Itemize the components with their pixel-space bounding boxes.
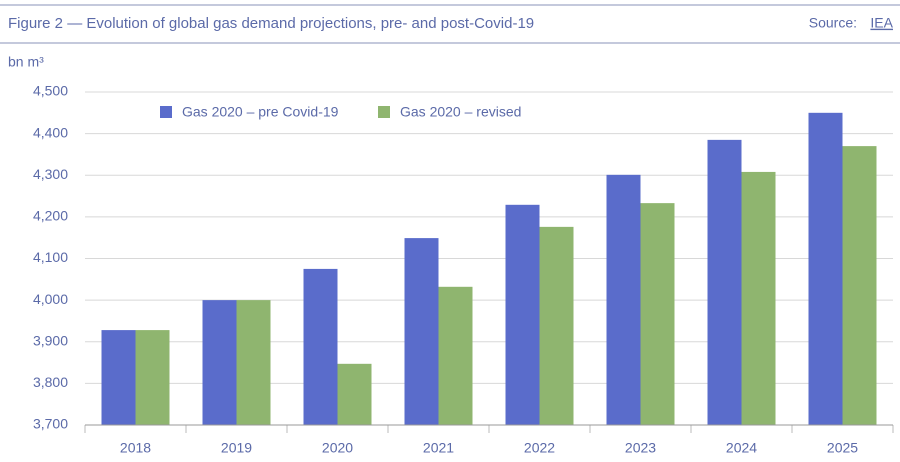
y-tick-label: 3,900 xyxy=(33,332,68,348)
legend-label: Gas 2020 – revised xyxy=(400,104,521,120)
y-tick-label: 4,000 xyxy=(33,291,68,307)
bar xyxy=(303,268,338,425)
source-label: Source: xyxy=(809,15,857,31)
bar xyxy=(404,238,439,425)
bar xyxy=(640,203,675,425)
legend-swatch xyxy=(378,106,390,118)
legend-label: Gas 2020 – pre Covid-19 xyxy=(182,104,339,120)
bar xyxy=(707,139,742,425)
x-tick-label: 2020 xyxy=(322,440,353,456)
bar xyxy=(606,174,641,425)
legend-swatch xyxy=(160,106,172,118)
x-tick-label: 2018 xyxy=(120,440,151,456)
bar xyxy=(438,286,473,425)
bar xyxy=(337,363,372,425)
source-link[interactable]: IEA xyxy=(870,15,893,31)
y-tick-label: 4,100 xyxy=(33,249,68,265)
y-tick-label: 4,300 xyxy=(33,166,68,182)
bar xyxy=(505,204,540,425)
bar xyxy=(741,171,776,425)
y-axis-label: bn m³ xyxy=(8,54,44,70)
bar xyxy=(135,330,170,425)
y-tick-label: 4,200 xyxy=(33,208,68,224)
bar xyxy=(236,300,271,425)
bar xyxy=(101,330,136,425)
x-tick-label: 2021 xyxy=(423,440,454,456)
bar xyxy=(808,112,843,425)
bar xyxy=(202,300,237,425)
x-tick-label: 2025 xyxy=(827,440,858,456)
x-tick-label: 2023 xyxy=(625,440,656,456)
chart-title: Figure 2 — Evolution of global gas deman… xyxy=(8,15,534,32)
bar xyxy=(842,146,877,426)
bar xyxy=(539,226,574,425)
y-tick-label: 4,400 xyxy=(33,124,68,140)
x-tick-label: 2022 xyxy=(524,440,555,456)
x-tick-label: 2024 xyxy=(726,440,757,456)
y-tick-label: 4,500 xyxy=(33,83,68,99)
y-tick-label: 3,800 xyxy=(33,374,68,390)
x-tick-label: 2019 xyxy=(221,440,252,456)
y-tick-label: 3,700 xyxy=(33,416,68,432)
